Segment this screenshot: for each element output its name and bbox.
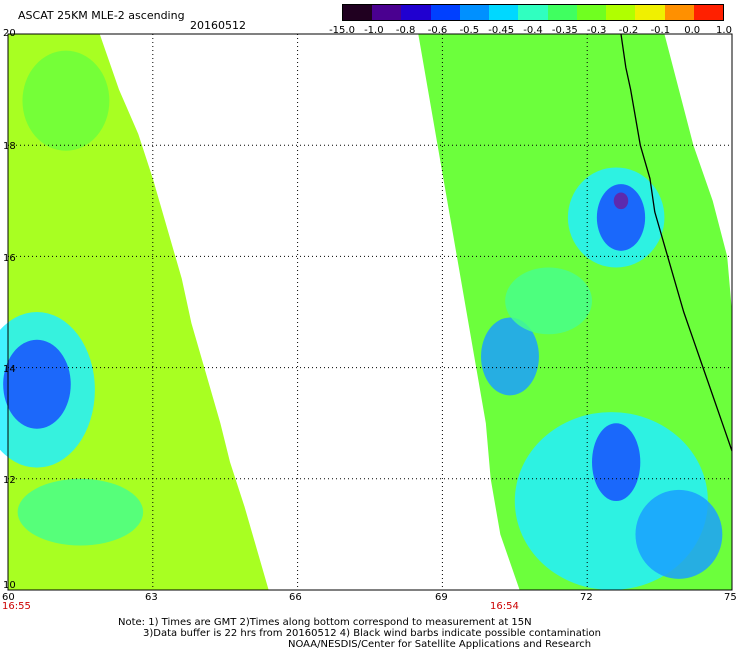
colorbar-swatch [635,5,665,20]
swath-left [8,34,269,590]
colorbar-swatch [430,5,460,20]
product-date: 20160512 [190,19,246,32]
colorbar-label: 1.0 [716,25,732,36]
note-line-1: Note: 1) Times are GMT 2)Times along bot… [118,617,532,628]
colorbar-swatch [518,5,548,20]
colorbar-swatch [606,5,636,20]
data-swaths [0,34,732,590]
right-north-core [596,184,646,251]
colorbar-swatch [693,5,724,20]
colorbar-swatch [547,5,577,20]
colorbar-label: -0.2 [618,25,639,36]
colorbar-swatch [401,5,431,20]
lat-tick-label: 20 [3,28,16,39]
right-west-patch [481,317,539,396]
colorbar-swatch [664,5,694,20]
lat-tick-label: 18 [3,141,16,152]
colorbar-label: -0.6 [427,25,448,36]
colorbar-label: 0.0 [684,25,701,36]
colorbar-label: -1.0 [364,25,384,36]
coastline [620,33,733,452]
right-south-core [592,423,641,502]
lon-tick-label: 69 [435,592,448,603]
colorbar [342,4,724,21]
colorbar-label: -0.45 [488,25,515,36]
lon-tick-label: 63 [145,592,158,603]
lon-tick-label: 66 [289,592,302,603]
lat-tick-label: 16 [3,253,16,264]
lon-tick-label: 72 [580,592,593,603]
lat-tick-label: 12 [3,475,16,486]
colorbar-swatch [576,5,607,20]
left-south-patch [17,478,144,546]
colorbar-label: -0.1 [650,25,671,36]
map-frame [7,33,733,591]
right-north-peak [613,192,629,210]
colorbar-swatch [489,5,519,20]
left-low-core [3,339,71,429]
colorbar-swatch [343,5,373,20]
colorbar-swatch [459,5,490,20]
colorbar-label: -15.0 [329,25,355,36]
colorbar-label: -0.8 [395,25,416,36]
colorbar-label: -0.35 [551,25,578,36]
grid-lines [8,34,732,590]
lat-tick-label: 14 [3,364,16,375]
right-mid-patch [505,267,593,335]
lon-tick-label: 60 [2,592,15,603]
pass-time-right: 16:54 [490,601,519,612]
note-line-2: 3)Data buffer is 22 hrs from 20160512 4)… [143,628,601,639]
colorbar-swatch [372,5,402,20]
lon-tick-label: 75 [724,592,737,603]
coastline-path [620,33,733,452]
right-southeast-patch [635,489,723,579]
pass-time-left: 16:55 [2,601,31,612]
colorbar-label: -0.3 [586,25,607,36]
note-line-3: NOAA/NESDIS/Center for Satellite Applica… [288,639,592,650]
colorbar-label: -0.5 [459,25,480,36]
lat-tick-label: 10 [3,580,16,591]
left-north-patch [22,50,110,151]
product-title: ASCAT 25KM MLE-2 ascending [18,9,185,22]
colorbar-labels: -15.0 -1.0 -0.8 -0.6 -0.5 -0.45 -0.4 -0.35 -0.3-… [328,25,740,37]
colorbar-label: -0.4 [523,25,543,36]
